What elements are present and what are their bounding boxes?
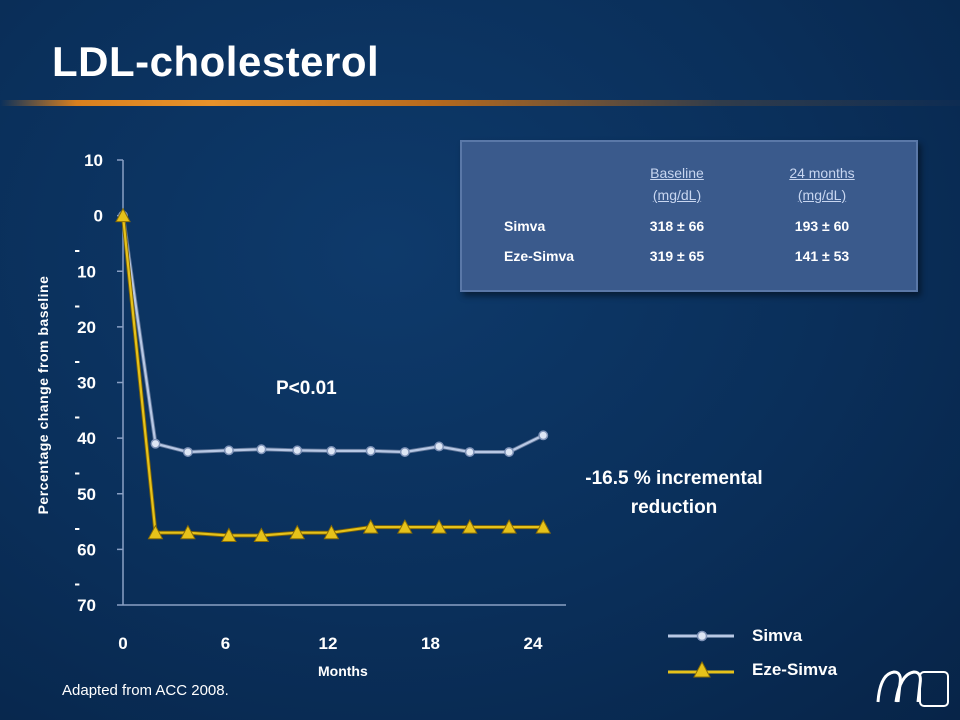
ezesimva-data-point bbox=[362, 519, 379, 534]
row-label-simva: Simva bbox=[504, 218, 546, 234]
x-tick-label: 24 bbox=[524, 634, 543, 653]
simva-data-point bbox=[504, 447, 515, 457]
cell-ezesimva-24m: 141 ± 53 bbox=[794, 248, 850, 264]
medical-education-network-logo bbox=[876, 670, 949, 707]
ezesimva-data-point bbox=[323, 524, 340, 540]
col1-header-line1: Baseline bbox=[650, 165, 704, 181]
ezesimva-data-point bbox=[535, 519, 552, 534]
col2-header: 24 months (mg/dL) bbox=[757, 162, 887, 206]
simva-data-point bbox=[182, 447, 193, 457]
cell-ezesimva-baseline: 319 ± 65 bbox=[649, 248, 705, 264]
ezesimva-data-point bbox=[253, 527, 270, 542]
ezesimva-data-point bbox=[397, 519, 413, 534]
y-axis-title: Percentage change from baseline bbox=[35, 275, 51, 515]
y-tick-label: -40 bbox=[74, 407, 96, 448]
simva-data-point bbox=[434, 441, 444, 452]
simva-data-point bbox=[464, 447, 475, 457]
ezesimva-data-point bbox=[115, 207, 131, 223]
simva-data-point bbox=[150, 438, 161, 449]
col1-header-line2: (mg/dL) bbox=[652, 187, 702, 203]
y-tick-label: -20 bbox=[74, 296, 96, 337]
ezesimva-data-point bbox=[180, 524, 196, 540]
y-tick-label: 0 bbox=[94, 207, 103, 226]
y-tick-label: -60 bbox=[74, 518, 96, 559]
y-tick-label: 10 bbox=[84, 151, 103, 170]
ezesimva-data-point bbox=[431, 519, 447, 534]
cell-simva-24m: 193 ± 60 bbox=[794, 218, 850, 234]
y-tick-label: -70 bbox=[74, 574, 96, 615]
reduction-line1: -16.5 % incremental bbox=[585, 468, 763, 489]
source-footnote: Adapted from ACC 2008. bbox=[62, 682, 229, 699]
x-tick-label: 12 bbox=[319, 634, 338, 653]
ldl-values-table: Baseline (mg/dL) 24 months (mg/dL) Simva… bbox=[460, 140, 918, 292]
col1-header: Baseline (mg/dL) bbox=[622, 162, 732, 206]
simva-data-point bbox=[326, 445, 337, 456]
p-value-label: P<0.01 bbox=[276, 378, 337, 399]
simva-data-point bbox=[538, 430, 549, 441]
title-underline bbox=[0, 100, 960, 106]
col2-header-line2: (mg/dL) bbox=[797, 187, 847, 203]
y-tick-label: -30 bbox=[74, 352, 96, 393]
legend-ezesimva-swatch bbox=[668, 660, 734, 678]
slide-title: LDL-cholesterol bbox=[52, 38, 380, 85]
y-tick-label: -10 bbox=[74, 240, 96, 281]
reduction-annotation: -16.5 % incremental reduction bbox=[560, 464, 788, 522]
legend-ezesimva-label: Eze-Simva bbox=[752, 660, 838, 679]
ezesimva-data-point bbox=[147, 524, 164, 540]
x-axis-title: Months bbox=[318, 663, 368, 679]
simva-data-point bbox=[292, 445, 303, 456]
row-label-ezesimva: Eze-Simva bbox=[504, 248, 575, 264]
ezesimva-data-point bbox=[461, 519, 478, 534]
legend-simva-label: Simva bbox=[752, 626, 803, 645]
ezesimva-data-point bbox=[221, 527, 237, 542]
col2-header-line1: 24 months bbox=[789, 165, 855, 181]
y-tick-label: -50 bbox=[74, 463, 96, 504]
legend-simva-swatch bbox=[668, 630, 734, 642]
x-tick-label: 0 bbox=[118, 634, 127, 653]
x-tick-label: 6 bbox=[221, 634, 230, 653]
simva-data-point bbox=[256, 444, 267, 455]
ezesimva-data-point bbox=[501, 519, 517, 534]
cell-simva-baseline: 318 ± 66 bbox=[649, 218, 705, 234]
simva-data-point bbox=[223, 445, 234, 456]
reduction-line2: reduction bbox=[630, 497, 718, 518]
ezesimva-data-point bbox=[289, 524, 306, 540]
simva-data-point bbox=[399, 447, 410, 457]
x-tick-label: 18 bbox=[421, 634, 440, 653]
simva-data-point bbox=[365, 445, 376, 456]
